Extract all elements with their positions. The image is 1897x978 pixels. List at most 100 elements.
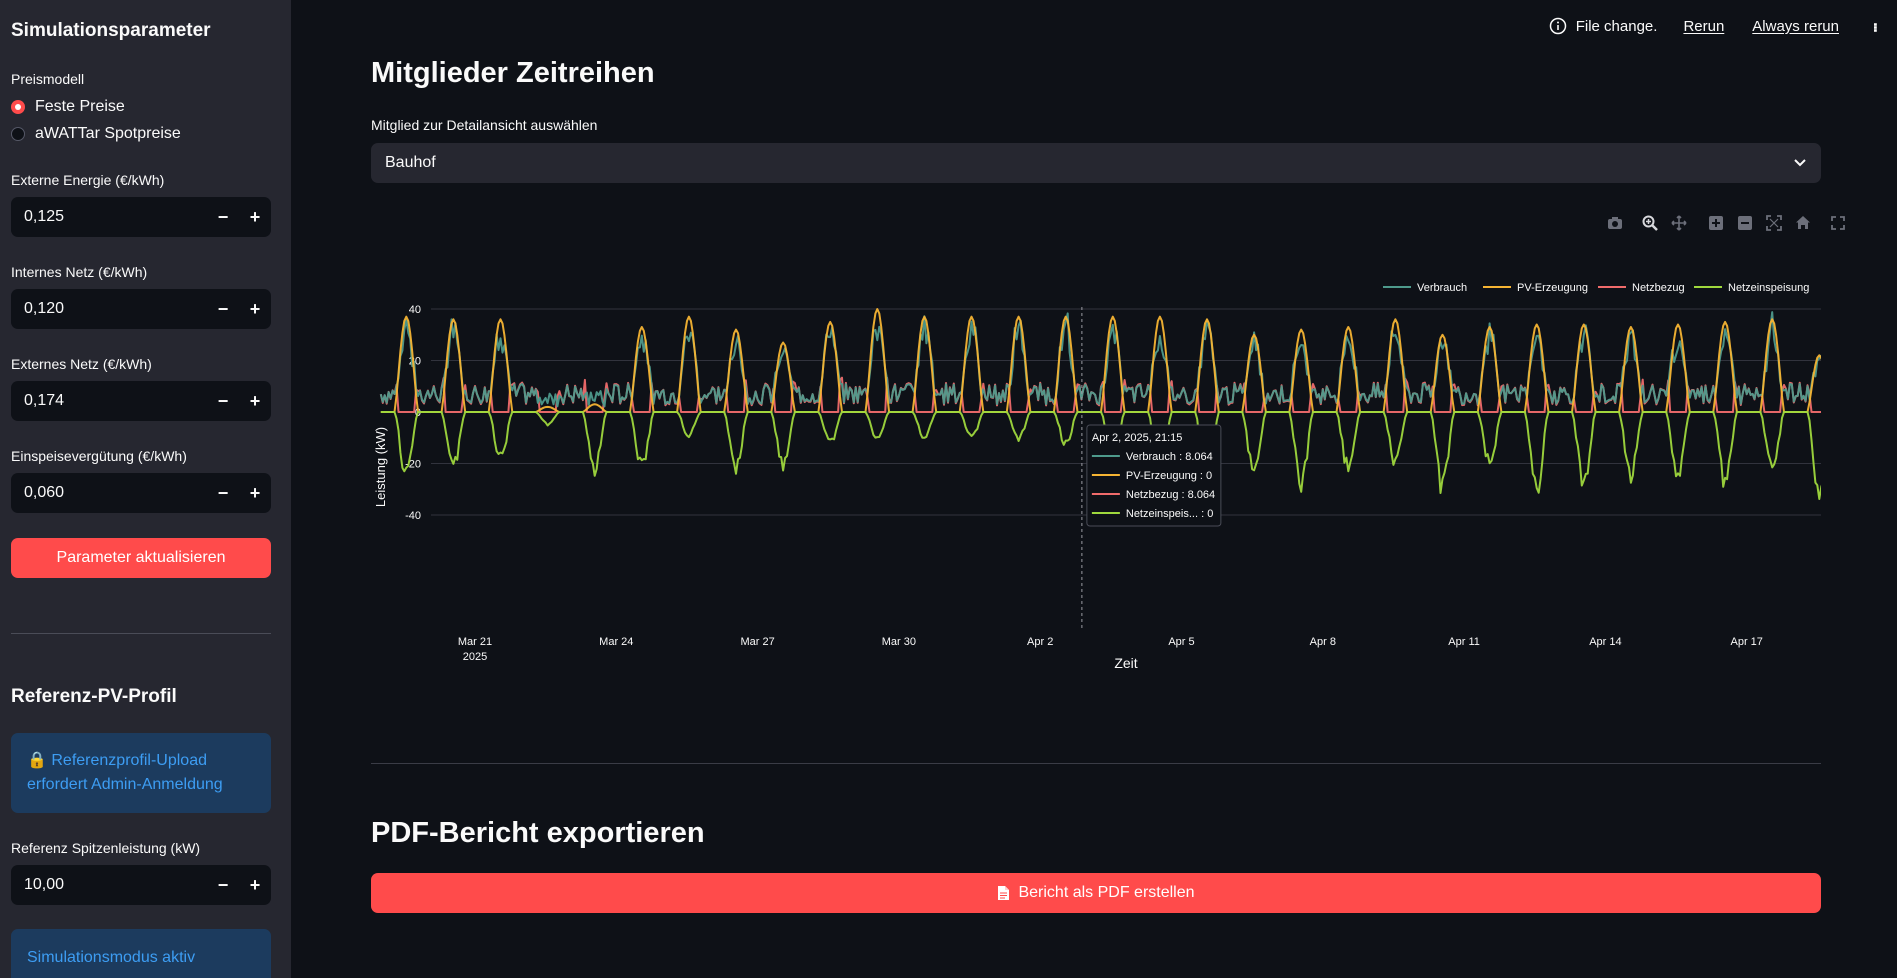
- radio-awattar-spotpreise[interactable]: aWATTar Spotpreise: [11, 125, 181, 143]
- decrement-button[interactable]: −: [217, 390, 229, 411]
- page-title: Mitglieder Zeitreihen: [371, 57, 655, 89]
- chevron-down-icon: [1794, 159, 1806, 167]
- x-tick-label: Mar 30: [882, 636, 916, 648]
- tooltip-separator: :: [1198, 508, 1207, 520]
- preismodell-label: Preismodell: [11, 71, 85, 87]
- increment-button[interactable]: +: [249, 874, 261, 895]
- select-label: Mitglied zur Detailansicht auswählen: [371, 117, 598, 133]
- referenz-spitzenleistung-label: Referenz Spitzenleistung (kW): [11, 840, 201, 856]
- x-tick-label: Apr 11: [1448, 636, 1480, 648]
- legend-item-label: PV-Erzeugung: [1517, 282, 1588, 294]
- x-tick-label: Mar 21: [458, 636, 492, 648]
- parameter-aktualisieren-button[interactable]: Parameter aktualisieren: [11, 538, 271, 578]
- sidebar-title: Simulationsparameter: [11, 20, 211, 41]
- always-rerun-button[interactable]: Always rerun: [1752, 17, 1839, 35]
- section-divider: [371, 763, 1821, 764]
- decrement-button[interactable]: −: [217, 206, 229, 227]
- top-toolbar: File change. Rerun Always rerun ···: [1549, 15, 1897, 37]
- pdf-export-button[interactable]: Bericht als PDF erstellen: [371, 873, 1821, 913]
- zoom-icon[interactable]: [1640, 213, 1659, 232]
- externe-energie-label: Externe Energie (€/kWh): [11, 172, 165, 188]
- decrement-button[interactable]: −: [217, 874, 229, 895]
- chart-modebar: [1605, 213, 1847, 232]
- pan-icon[interactable]: [1669, 213, 1688, 232]
- sidebar-divider: [11, 633, 271, 634]
- home-icon[interactable]: [1793, 213, 1812, 232]
- x-tick-sublabel: 2025: [463, 651, 487, 663]
- simulationsmodus-info-box: Simulationsmodus aktiv: [11, 929, 271, 978]
- camera-icon[interactable]: [1605, 213, 1624, 232]
- decrement-button[interactable]: −: [217, 298, 229, 319]
- chart-legend: Verbrauch PV-Erzeugung Netzbezug Netzeinspe…: [1383, 282, 1809, 294]
- tooltip-separator: :: [1197, 470, 1206, 482]
- y-tick-label: 40: [409, 304, 421, 316]
- externes-netz-input: 0,174 − +: [11, 381, 271, 421]
- zoom-in-icon[interactable]: [1706, 213, 1725, 232]
- x-tick-label: Apr 8: [1310, 636, 1336, 648]
- document-icon: [998, 886, 1010, 900]
- tooltip-value: 8.064: [1188, 489, 1216, 501]
- number-value[interactable]: 10,00: [24, 876, 65, 893]
- more-menu-icon[interactable]: ···: [1865, 21, 1885, 31]
- y-tick-label: -20: [405, 459, 421, 471]
- x-tick-label: Apr 14: [1589, 636, 1621, 648]
- legend-item-label: Netzeinspeisung: [1728, 282, 1809, 294]
- radio-selected-icon: [11, 100, 25, 114]
- tooltip-series-name: PV-Erzeugung: [1126, 470, 1197, 482]
- series-line-netzeinspeisung: [380, 411, 1821, 500]
- decrement-button[interactable]: −: [217, 482, 229, 503]
- y-tick-label: -40: [405, 510, 421, 522]
- x-tick-label: Apr 2: [1027, 636, 1053, 648]
- pdf-export-label: Bericht als PDF erstellen: [1018, 884, 1195, 901]
- info-text: Simulationsmodus aktiv: [27, 949, 196, 966]
- x-tick-label: Apr 17: [1730, 636, 1762, 648]
- tooltip-row: PV-Erzeugung : 0: [1126, 470, 1212, 482]
- einspeiseverguetung-input: 0,060 − +: [11, 473, 271, 513]
- radio-feste-preise[interactable]: Feste Preise: [11, 98, 125, 116]
- x-tick-label: Mar 27: [740, 636, 774, 648]
- sidebar: Simulationsparameter Preismodell Feste P…: [0, 0, 291, 978]
- referenz-pv-profil-title: Referenz-PV-Profil: [11, 686, 177, 707]
- number-value[interactable]: 0,060: [24, 484, 65, 501]
- x-tick-label: Mar 24: [599, 636, 633, 648]
- tooltip-separator: :: [1178, 489, 1187, 501]
- internes-netz-input: 0,120 − +: [11, 289, 271, 329]
- tooltip-series-name: Verbrauch: [1126, 451, 1176, 463]
- tooltip-value: 0: [1206, 470, 1212, 482]
- fullscreen-icon[interactable]: [1828, 213, 1847, 232]
- tooltip-box: [1086, 424, 1222, 527]
- number-value[interactable]: 0,120: [24, 300, 65, 317]
- tooltip-row: Verbrauch : 8.064: [1126, 451, 1213, 463]
- y-axis-title: Leistung (kW): [373, 427, 388, 507]
- tooltip-row: Netzeinspeis... : 0: [1126, 508, 1213, 520]
- legend-item-label: Netzbezug: [1632, 282, 1685, 294]
- zoom-out-icon[interactable]: [1735, 213, 1754, 232]
- legend-item-label: Verbrauch: [1417, 282, 1467, 294]
- export-heading: PDF-Bericht exportieren: [371, 817, 705, 849]
- externe-energie-input: 0,125 − +: [11, 197, 271, 237]
- einspeiseverguetung-label: Einspeisevergütung (€/kWh): [11, 448, 187, 464]
- chart-lines: [379, 308, 1821, 500]
- info-icon: [1549, 17, 1566, 35]
- x-tick-label: Apr 5: [1168, 636, 1194, 648]
- tooltip-series-name: Netzeinspeis...: [1126, 508, 1198, 520]
- externes-netz-label: Externes Netz (€/kWh): [11, 356, 152, 372]
- increment-button[interactable]: +: [249, 206, 261, 227]
- radio-label: Feste Preise: [35, 98, 125, 115]
- status-text: File change.: [1575, 17, 1658, 35]
- number-value[interactable]: 0,125: [24, 208, 65, 225]
- increment-button[interactable]: +: [249, 298, 261, 319]
- referenz-spitzenleistung-input: 10,00 − +: [11, 865, 271, 905]
- rerun-button[interactable]: Rerun: [1683, 17, 1725, 35]
- member-select[interactable]: Bauhof: [371, 143, 1821, 183]
- tooltip-separator: :: [1176, 451, 1185, 463]
- tooltip-row: Netzbezug : 8.064: [1126, 489, 1215, 501]
- tooltip-title: Apr 2, 2025, 21:15: [1092, 432, 1183, 444]
- increment-button[interactable]: +: [249, 482, 261, 503]
- increment-button[interactable]: +: [249, 390, 261, 411]
- number-value[interactable]: 0,174: [24, 392, 65, 409]
- series-line-verbrauch: [379, 311, 1821, 408]
- radio-label: aWATTar Spotpreise: [35, 125, 181, 142]
- autoscale-icon[interactable]: [1764, 213, 1783, 232]
